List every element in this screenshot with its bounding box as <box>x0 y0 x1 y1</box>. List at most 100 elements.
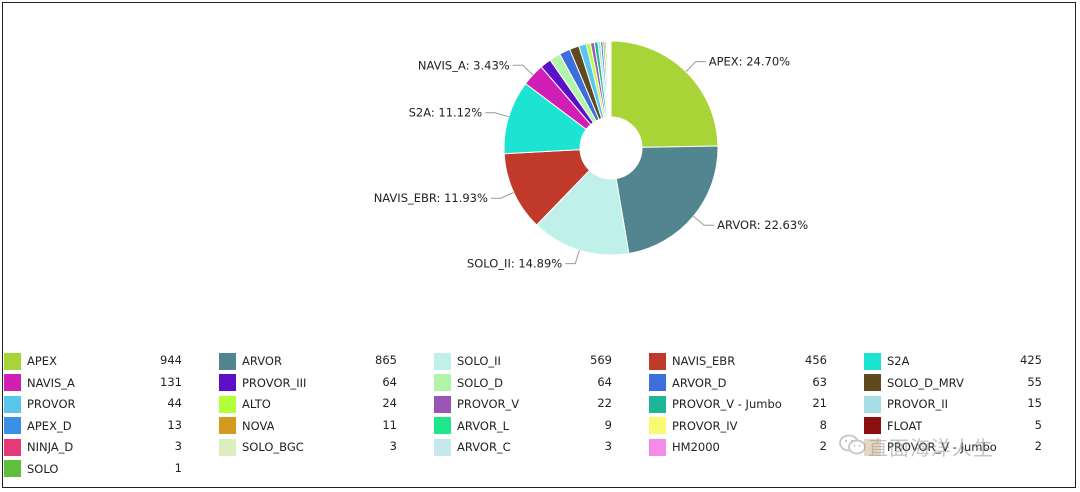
legend-item[interactable]: HM2000 <box>649 437 720 457</box>
legend-label: NOVA <box>242 418 275 433</box>
legend-value: 15 <box>1027 396 1042 410</box>
legend-item[interactable]: S2A <box>864 351 909 371</box>
legend-item[interactable]: ARVOR_C <box>434 437 511 457</box>
pie-slice-solo-ii <box>535 169 630 256</box>
legend-item[interactable]: PROVOR <box>4 394 75 414</box>
leader-line <box>685 61 706 72</box>
legend-label: SOLO_II <box>457 354 501 368</box>
legend-item[interactable]: PROVOR_IV <box>649 416 738 436</box>
legend-label: NINJA_D <box>27 440 74 454</box>
slice-label: APEX: 24.70% <box>709 55 790 69</box>
legend-label: SOLO_D <box>457 375 504 390</box>
watermark: 直面海洋人生 <box>838 432 994 461</box>
legend-item[interactable]: PROVOR_II <box>864 394 948 414</box>
legend-swatch <box>434 417 451 434</box>
legend-swatch <box>219 395 236 413</box>
legend-swatch <box>4 417 21 434</box>
legend-label: SOLO_D_MRV <box>887 375 964 390</box>
legend-swatch <box>219 438 236 456</box>
legend-label: PROVOR_IV <box>672 418 738 433</box>
legend-item[interactable]: NOVA <box>219 416 274 436</box>
legend-item[interactable]: ARVOR <box>219 351 282 371</box>
legend-label: PROVOR_V - Jumbo <box>887 440 997 454</box>
legend-swatch <box>4 374 21 391</box>
legend-label: FLOAT <box>887 418 923 433</box>
legend-label: ALTO <box>242 397 271 411</box>
legend-label: PROVOR_II <box>887 397 949 411</box>
legend-item[interactable]: ARVOR_D <box>649 373 727 393</box>
slice-label: S2A: 11.12% <box>409 106 483 120</box>
legend-label: SOLO <box>27 461 59 476</box>
legend-item[interactable]: PROVOR_V - Jumbo <box>649 394 782 414</box>
legend-item[interactable]: ARVOR_L <box>434 416 509 436</box>
legend-label: NAVIS_A <box>27 375 75 390</box>
legend-item[interactable]: APEX <box>4 351 57 371</box>
legend-swatch <box>219 374 236 391</box>
leader-line <box>490 191 514 199</box>
legend-item[interactable]: APEX_D <box>4 416 72 436</box>
slice-label: NAVIS_A: 3.43% <box>418 58 510 72</box>
legend-item[interactable]: SOLO_D <box>434 373 503 393</box>
legend-item[interactable]: NAVIS_A <box>4 373 75 393</box>
legend-value: 3 <box>174 439 182 453</box>
legend-swatch <box>434 352 451 370</box>
legend-swatch <box>219 352 236 370</box>
legend-swatch <box>219 417 236 434</box>
legend-value: 9 <box>604 417 612 432</box>
legend-value: 425 <box>1020 353 1042 367</box>
legend-item[interactable]: PROVOR_V - Jumbo <box>864 437 997 457</box>
leader-line <box>693 215 715 226</box>
legend-value: 8 <box>819 417 827 432</box>
legend-item[interactable]: PROVOR_III <box>219 373 306 393</box>
legend-value: 2 <box>1034 439 1042 453</box>
legend-swatch <box>4 395 21 413</box>
legend-swatch <box>649 352 666 370</box>
legend-value: 5 <box>1034 417 1042 432</box>
legend-label: ARVOR_D <box>672 375 727 390</box>
legend-value: 64 <box>597 374 612 389</box>
legend-item[interactable]: SOLO <box>4 459 58 479</box>
legend-value: 44 <box>167 396 182 410</box>
legend-swatch <box>864 417 881 434</box>
legend-label: PROVOR <box>27 397 76 411</box>
legend-label: PROVOR_III <box>242 375 307 390</box>
leader-line <box>485 112 509 118</box>
legend-item[interactable]: NAVIS_EBR <box>649 351 735 371</box>
legend-swatch <box>649 374 666 391</box>
legend-label: ARVOR_L <box>457 418 510 433</box>
legend-value: 22 <box>597 396 612 410</box>
legend-item[interactable]: NINJA_D <box>4 437 73 457</box>
legend-value: 2 <box>819 439 827 453</box>
legend-value: 569 <box>590 353 612 367</box>
legend-value: 13 <box>167 417 182 432</box>
legend-value: 456 <box>805 353 827 367</box>
legend-label: NAVIS_EBR <box>672 354 736 368</box>
pie-slice-apex <box>610 40 719 148</box>
legend-swatch <box>4 460 21 477</box>
legend-item[interactable]: ALTO <box>219 394 271 414</box>
legend-label: PROVOR_V <box>457 397 520 411</box>
legend-item[interactable]: SOLO_D_MRV <box>864 373 964 393</box>
legend-label: APEX <box>27 354 57 368</box>
legend-swatch <box>649 395 666 413</box>
legend-item[interactable]: SOLO_II <box>434 351 501 371</box>
legend-value: 55 <box>1027 374 1042 389</box>
leader-line <box>565 250 580 265</box>
legend-label: PROVOR_V - Jumbo <box>672 397 782 411</box>
wechat-icon <box>838 433 868 461</box>
legend-swatch <box>4 438 21 456</box>
legend-value: 865 <box>375 353 397 367</box>
legend-value: 24 <box>382 396 397 410</box>
legend-item[interactable]: SOLO_BGC <box>219 437 304 457</box>
legend-swatch <box>864 438 881 456</box>
legend-item[interactable]: PROVOR_V <box>434 394 519 414</box>
legend-label: S2A <box>887 354 910 368</box>
legend-item[interactable]: FLOAT <box>864 416 922 436</box>
legend-value: 944 <box>160 353 182 367</box>
legend-value: 1 <box>174 460 182 475</box>
legend-value: 3 <box>389 439 397 453</box>
watermark-text: 直面海洋人生 <box>868 436 994 460</box>
legend-swatch <box>434 438 451 456</box>
donut-chart: APEX: 24.70% ARVOR: 22.63% SOLO_II: 14.89%… <box>374 40 808 271</box>
legend-label: SOLO_BGC <box>242 440 304 454</box>
